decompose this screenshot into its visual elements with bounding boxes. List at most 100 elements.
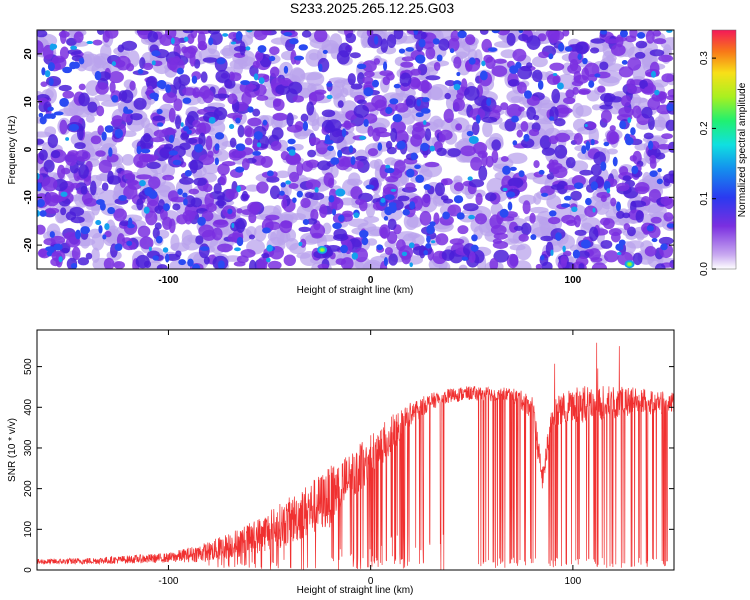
spectrogram-cell <box>444 79 456 87</box>
spectrogram-cell <box>326 94 333 100</box>
spectrogram-cell <box>555 232 562 241</box>
spectrogram-cell <box>298 241 303 247</box>
spectrogram-cell <box>491 30 500 34</box>
spectrogram-cell <box>139 236 154 250</box>
spectrogram-cell <box>280 77 292 87</box>
spectrogram-cell <box>537 80 544 90</box>
spectrogram-cell <box>119 220 130 227</box>
spectrogram-cell <box>111 94 119 103</box>
spectrogram-cell <box>344 120 352 131</box>
spectrogram-cell <box>208 116 216 124</box>
spectrogram-cell <box>411 234 425 246</box>
spectrogram-cell <box>62 90 75 99</box>
spectrogram-cell <box>616 182 630 192</box>
spectrogram-cell <box>213 219 228 225</box>
spectrogram-cell <box>359 229 369 238</box>
spectrogram-cell <box>230 41 237 45</box>
spectrogram-cell <box>207 30 220 35</box>
spectrogram-cell <box>155 235 163 244</box>
spectrogram-cell <box>73 31 84 43</box>
spectrogram-cell <box>80 226 91 235</box>
spectrogram-cell <box>444 92 451 100</box>
spectrogram-cell <box>486 97 492 107</box>
spectrogram-cell <box>318 63 323 72</box>
spectrogram-cell <box>468 214 475 220</box>
spectrogram-cell <box>661 133 673 140</box>
spectrogram-cell <box>398 48 406 54</box>
spectrogram-cell <box>390 127 398 143</box>
spectrogram-cell <box>183 125 190 132</box>
snr-y-ticks: 0 100 200 300 400 500 <box>23 358 674 573</box>
spectrogram-cell <box>389 98 399 105</box>
spectrogram-cell <box>310 208 319 221</box>
spectrogram-cell <box>460 145 476 157</box>
spectrogram-cell <box>269 66 280 78</box>
spectrogram-cell <box>58 84 72 92</box>
spectrogram-cell <box>565 89 575 99</box>
spectrogram-cell <box>199 246 210 251</box>
spectrogram-cell <box>383 256 388 267</box>
spectrogram-cell <box>154 222 162 230</box>
spectrogram-cell <box>266 244 273 252</box>
spectrogram-cell <box>442 178 453 186</box>
spectrogram-cell <box>65 152 78 166</box>
spectrogram-cell <box>241 91 252 106</box>
figure-title: S233.2025.265.12.25.G03 <box>290 0 454 16</box>
spectrogram-cell <box>168 150 178 156</box>
spectrogram-cell <box>600 109 612 123</box>
spectrogram-cell <box>436 54 443 62</box>
spectrogram-cell <box>517 106 525 112</box>
spectrogram-cell <box>400 112 416 125</box>
spectrogram-cell <box>172 159 182 166</box>
spectrogram-cell <box>380 197 386 203</box>
spectrogram-cell <box>518 233 529 242</box>
spectrogram-cell <box>421 97 430 103</box>
spectrogram-cell <box>183 198 188 206</box>
spectrogram-cell <box>79 212 94 229</box>
spectrogram-cell <box>590 138 595 146</box>
spectrogram-cell <box>485 192 497 202</box>
spectrogram-cell <box>194 143 204 153</box>
spectrogram-cell <box>182 30 194 34</box>
spectrogram-cell <box>420 79 430 94</box>
spectrogram-cell <box>481 60 486 67</box>
spectrogram-cell <box>405 95 417 108</box>
spectrogram-cell <box>653 38 667 45</box>
spectrogram-cell <box>538 169 545 175</box>
spectrogram-cell <box>174 115 182 129</box>
spectrogram-cell <box>247 117 262 127</box>
y-tick-label: 0 <box>23 146 34 152</box>
spectrogram-cell <box>305 159 320 168</box>
spectrogram-cell <box>43 159 55 173</box>
spectrogram-cell <box>443 108 454 124</box>
spectrogram-cell <box>535 263 543 269</box>
snr-x-label: Height of straight line (km) <box>297 585 414 596</box>
spectrogram-cell <box>541 261 553 269</box>
spectrogram-cell <box>371 94 387 108</box>
spectrogram-cell <box>353 212 360 219</box>
spectrogram-cell <box>521 222 532 236</box>
spectrogram-cell <box>250 203 260 215</box>
spectrogram-cell <box>572 249 581 259</box>
spectrogram-cell <box>402 208 410 216</box>
spectrogram-cell <box>355 198 365 206</box>
spectrogram-cell <box>288 182 299 190</box>
spectrogram-cell <box>393 83 401 89</box>
spectrogram-cell <box>551 88 561 104</box>
spectrogram-cell <box>482 120 493 138</box>
spectrogram-cell <box>415 54 426 64</box>
spectrogram-cell <box>380 226 388 239</box>
spectrogram-cell <box>202 57 218 63</box>
spectrogram-cell <box>666 30 673 33</box>
spectrogram-cell <box>283 254 296 267</box>
spectrogram-cell <box>217 260 225 269</box>
spectrogram-cell <box>244 137 253 146</box>
spectrogram-cell <box>660 243 668 251</box>
spectrogram-cell <box>136 145 142 155</box>
spectrogram-cell <box>66 37 77 46</box>
spectrogram-cell <box>326 82 333 87</box>
spectrogram-cell <box>273 204 282 218</box>
spectrogram-cell <box>629 155 638 162</box>
spectrogram-cell <box>474 213 488 225</box>
spectrogram-cell <box>67 49 82 55</box>
